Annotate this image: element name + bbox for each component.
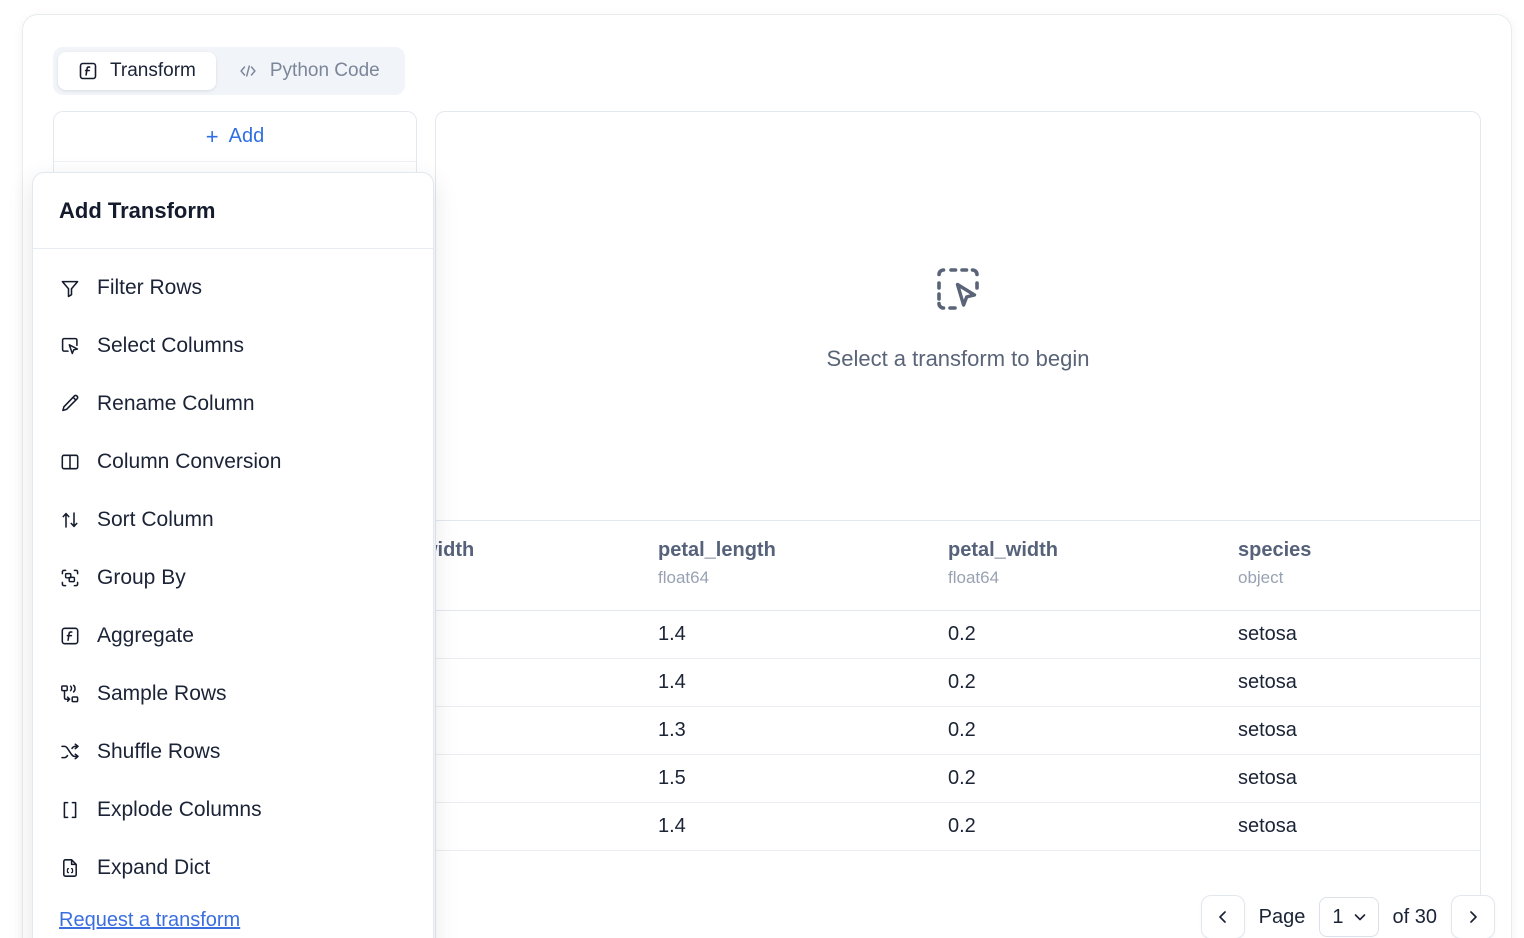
function-icon <box>78 61 98 81</box>
columns-icon <box>59 451 81 473</box>
next-page-button[interactable] <box>1451 895 1495 938</box>
select-cursor-icon <box>59 335 81 357</box>
cell-petal-width: 0.2 <box>948 706 1238 755</box>
brackets-icon <box>59 799 81 821</box>
cell-petal-width: 0.2 <box>948 802 1238 851</box>
cell-width <box>436 658 658 707</box>
menu-item-label: Select Columns <box>97 334 245 357</box>
pagination: Page 1 of 30 <box>1200 895 1495 938</box>
add-button-label: Add <box>228 125 265 147</box>
menu-item-column-conversion[interactable]: Column Conversion <box>33 433 433 491</box>
add-transform-popover: Add Transform Filter Rows <box>32 172 434 938</box>
menu-item-sample-rows[interactable]: Sample Rows <box>33 665 433 723</box>
table-body: 1.4 0.2 setosa 1.4 0.2 setosa 1.3 <box>436 610 1480 851</box>
cell-petal-length: 1.4 <box>658 610 948 659</box>
tab-python-code-label: Python Code <box>269 60 380 81</box>
view-tabbar: Transform Python Code <box>53 47 405 95</box>
menu-item-group-by[interactable]: Group By <box>33 549 433 607</box>
menu-item-aggregate[interactable]: Aggregate <box>33 607 433 665</box>
cell-petal-length: 1.4 <box>658 802 948 851</box>
cell-species: setosa <box>1238 658 1480 707</box>
menu-item-sort-column[interactable]: Sort Column <box>33 491 433 549</box>
cell-width <box>436 802 658 851</box>
chevron-left-icon <box>1215 909 1231 925</box>
function-icon <box>59 625 81 647</box>
menu-item-expand-dict[interactable]: Expand Dict <box>33 839 433 897</box>
group-icon <box>59 567 81 589</box>
menu-item-label: Expand Dict <box>97 856 211 879</box>
menu-item-label: Filter Rows <box>97 276 203 299</box>
page-label: Page <box>1258 905 1306 928</box>
table-row: 1.5 0.2 setosa <box>436 754 1480 803</box>
menu-item-label: Aggregate <box>97 624 194 647</box>
cell-species: setosa <box>1238 802 1480 851</box>
menu-item-select-columns[interactable]: Select Columns <box>33 317 433 375</box>
chevron-right-icon <box>1465 909 1481 925</box>
empty-state-text: Select a transform to begin <box>826 346 1090 371</box>
popover-footer: Request a transform <box>33 897 433 932</box>
select-region-cursor-icon <box>929 260 987 318</box>
menu-item-label: Group By <box>97 566 186 589</box>
prev-page-button[interactable] <box>1200 895 1245 938</box>
page-select-value: 1 <box>1332 905 1344 928</box>
cell-petal-length: 1.4 <box>658 658 948 707</box>
table-row: 1.4 0.2 setosa <box>436 802 1480 851</box>
tab-python-code[interactable]: Python Code <box>218 52 400 90</box>
data-table: width petal_length float64 petal_width f… <box>436 521 1480 851</box>
cell-width <box>436 754 658 803</box>
empty-state: Select a transform to begin <box>436 112 1480 520</box>
chevron-down-icon <box>1352 909 1368 925</box>
sample-rows-icon <box>59 683 81 705</box>
cell-petal-length: 1.5 <box>658 754 948 803</box>
page-select[interactable]: 1 <box>1319 897 1379 937</box>
preview-panel: Select a transform to begin width <box>435 111 1481 938</box>
column-header-width[interactable]: width <box>436 521 658 611</box>
file-json-icon <box>59 857 81 879</box>
table-row: 1.4 0.2 setosa <box>436 610 1480 659</box>
menu-item-rename-column[interactable]: Rename Column <box>33 375 433 433</box>
column-header-petal-length[interactable]: petal_length float64 <box>658 521 948 611</box>
menu-item-filter-rows[interactable]: Filter Rows <box>33 259 433 317</box>
add-transform-button[interactable]: + Add <box>54 112 416 162</box>
transform-options-list: Filter Rows Select Columns <box>33 249 433 897</box>
popover-title: Add Transform <box>33 173 433 249</box>
table-row: 1.4 0.2 setosa <box>436 658 1480 707</box>
table-header-row: width petal_length float64 petal_width f… <box>436 521 1480 611</box>
menu-item-explode-columns[interactable]: Explode Columns <box>33 781 433 839</box>
menu-item-label: Sort Column <box>97 508 214 531</box>
menu-item-label: Column Conversion <box>97 450 282 473</box>
sort-arrows-icon <box>59 509 81 531</box>
tab-transform-label: Transform <box>110 60 196 81</box>
menu-item-shuffle-rows[interactable]: Shuffle Rows <box>33 723 433 781</box>
menu-item-label: Shuffle Rows <box>97 740 221 763</box>
column-header-petal-width[interactable]: petal_width float64 <box>948 521 1238 611</box>
page-total-label: of 30 <box>1392 905 1437 928</box>
data-table-container: width petal_length float64 petal_width f… <box>436 520 1480 938</box>
request-a-transform-link[interactable]: Request a transform <box>59 909 241 931</box>
tab-transform[interactable]: Transform <box>58 52 216 90</box>
menu-item-label: Rename Column <box>97 392 255 415</box>
cell-species: setosa <box>1238 610 1480 659</box>
cell-width <box>436 706 658 755</box>
column-header-species[interactable]: species object <box>1238 521 1480 611</box>
cell-petal-width: 0.2 <box>948 610 1238 659</box>
shuffle-icon <box>59 741 81 763</box>
code-brackets-icon <box>238 61 258 81</box>
funnel-icon <box>59 277 81 299</box>
pencil-icon <box>59 393 81 415</box>
plus-icon: + <box>205 123 219 149</box>
cell-petal-width: 0.2 <box>948 754 1238 803</box>
cell-species: setosa <box>1238 754 1480 803</box>
menu-item-label: Explode Columns <box>97 798 262 821</box>
table-row: 1.3 0.2 setosa <box>436 706 1480 755</box>
cell-species: setosa <box>1238 706 1480 755</box>
menu-item-label: Sample Rows <box>97 682 227 705</box>
cell-petal-length: 1.3 <box>658 706 948 755</box>
cell-petal-width: 0.2 <box>948 658 1238 707</box>
cell-width <box>436 610 658 659</box>
